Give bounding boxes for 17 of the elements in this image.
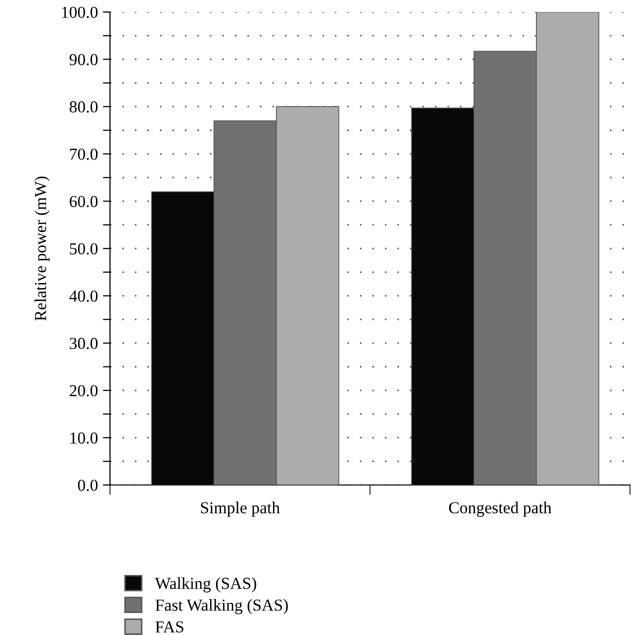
y-tick-label: 60.0	[70, 196, 98, 208]
x-tick-label: Simple path	[201, 502, 280, 517]
legend-label: FAS	[155, 621, 184, 633]
legend-label: Fast Walking (SAS)	[155, 599, 288, 614]
y-axis-title: Relative power (mW)	[34, 176, 50, 321]
y-tick-label: 90.0	[70, 54, 98, 66]
y-tick-label: 70.0	[70, 148, 98, 160]
legend-label: Walking (SAS)	[155, 577, 256, 592]
y-tick-label: 0.0	[78, 480, 98, 492]
y-tick-label: 30.0	[70, 338, 98, 350]
y-tick-label: 10.0	[70, 432, 98, 444]
y-tick-label: 100.0	[62, 6, 98, 18]
y-tick-label: 80.0	[70, 101, 98, 113]
y-tick-label: 50.0	[70, 243, 98, 255]
y-tick-label: 40.0	[69, 290, 98, 302]
x-tick-label: Congested path	[449, 502, 552, 517]
y-tick-label: 20.0	[70, 385, 98, 396]
